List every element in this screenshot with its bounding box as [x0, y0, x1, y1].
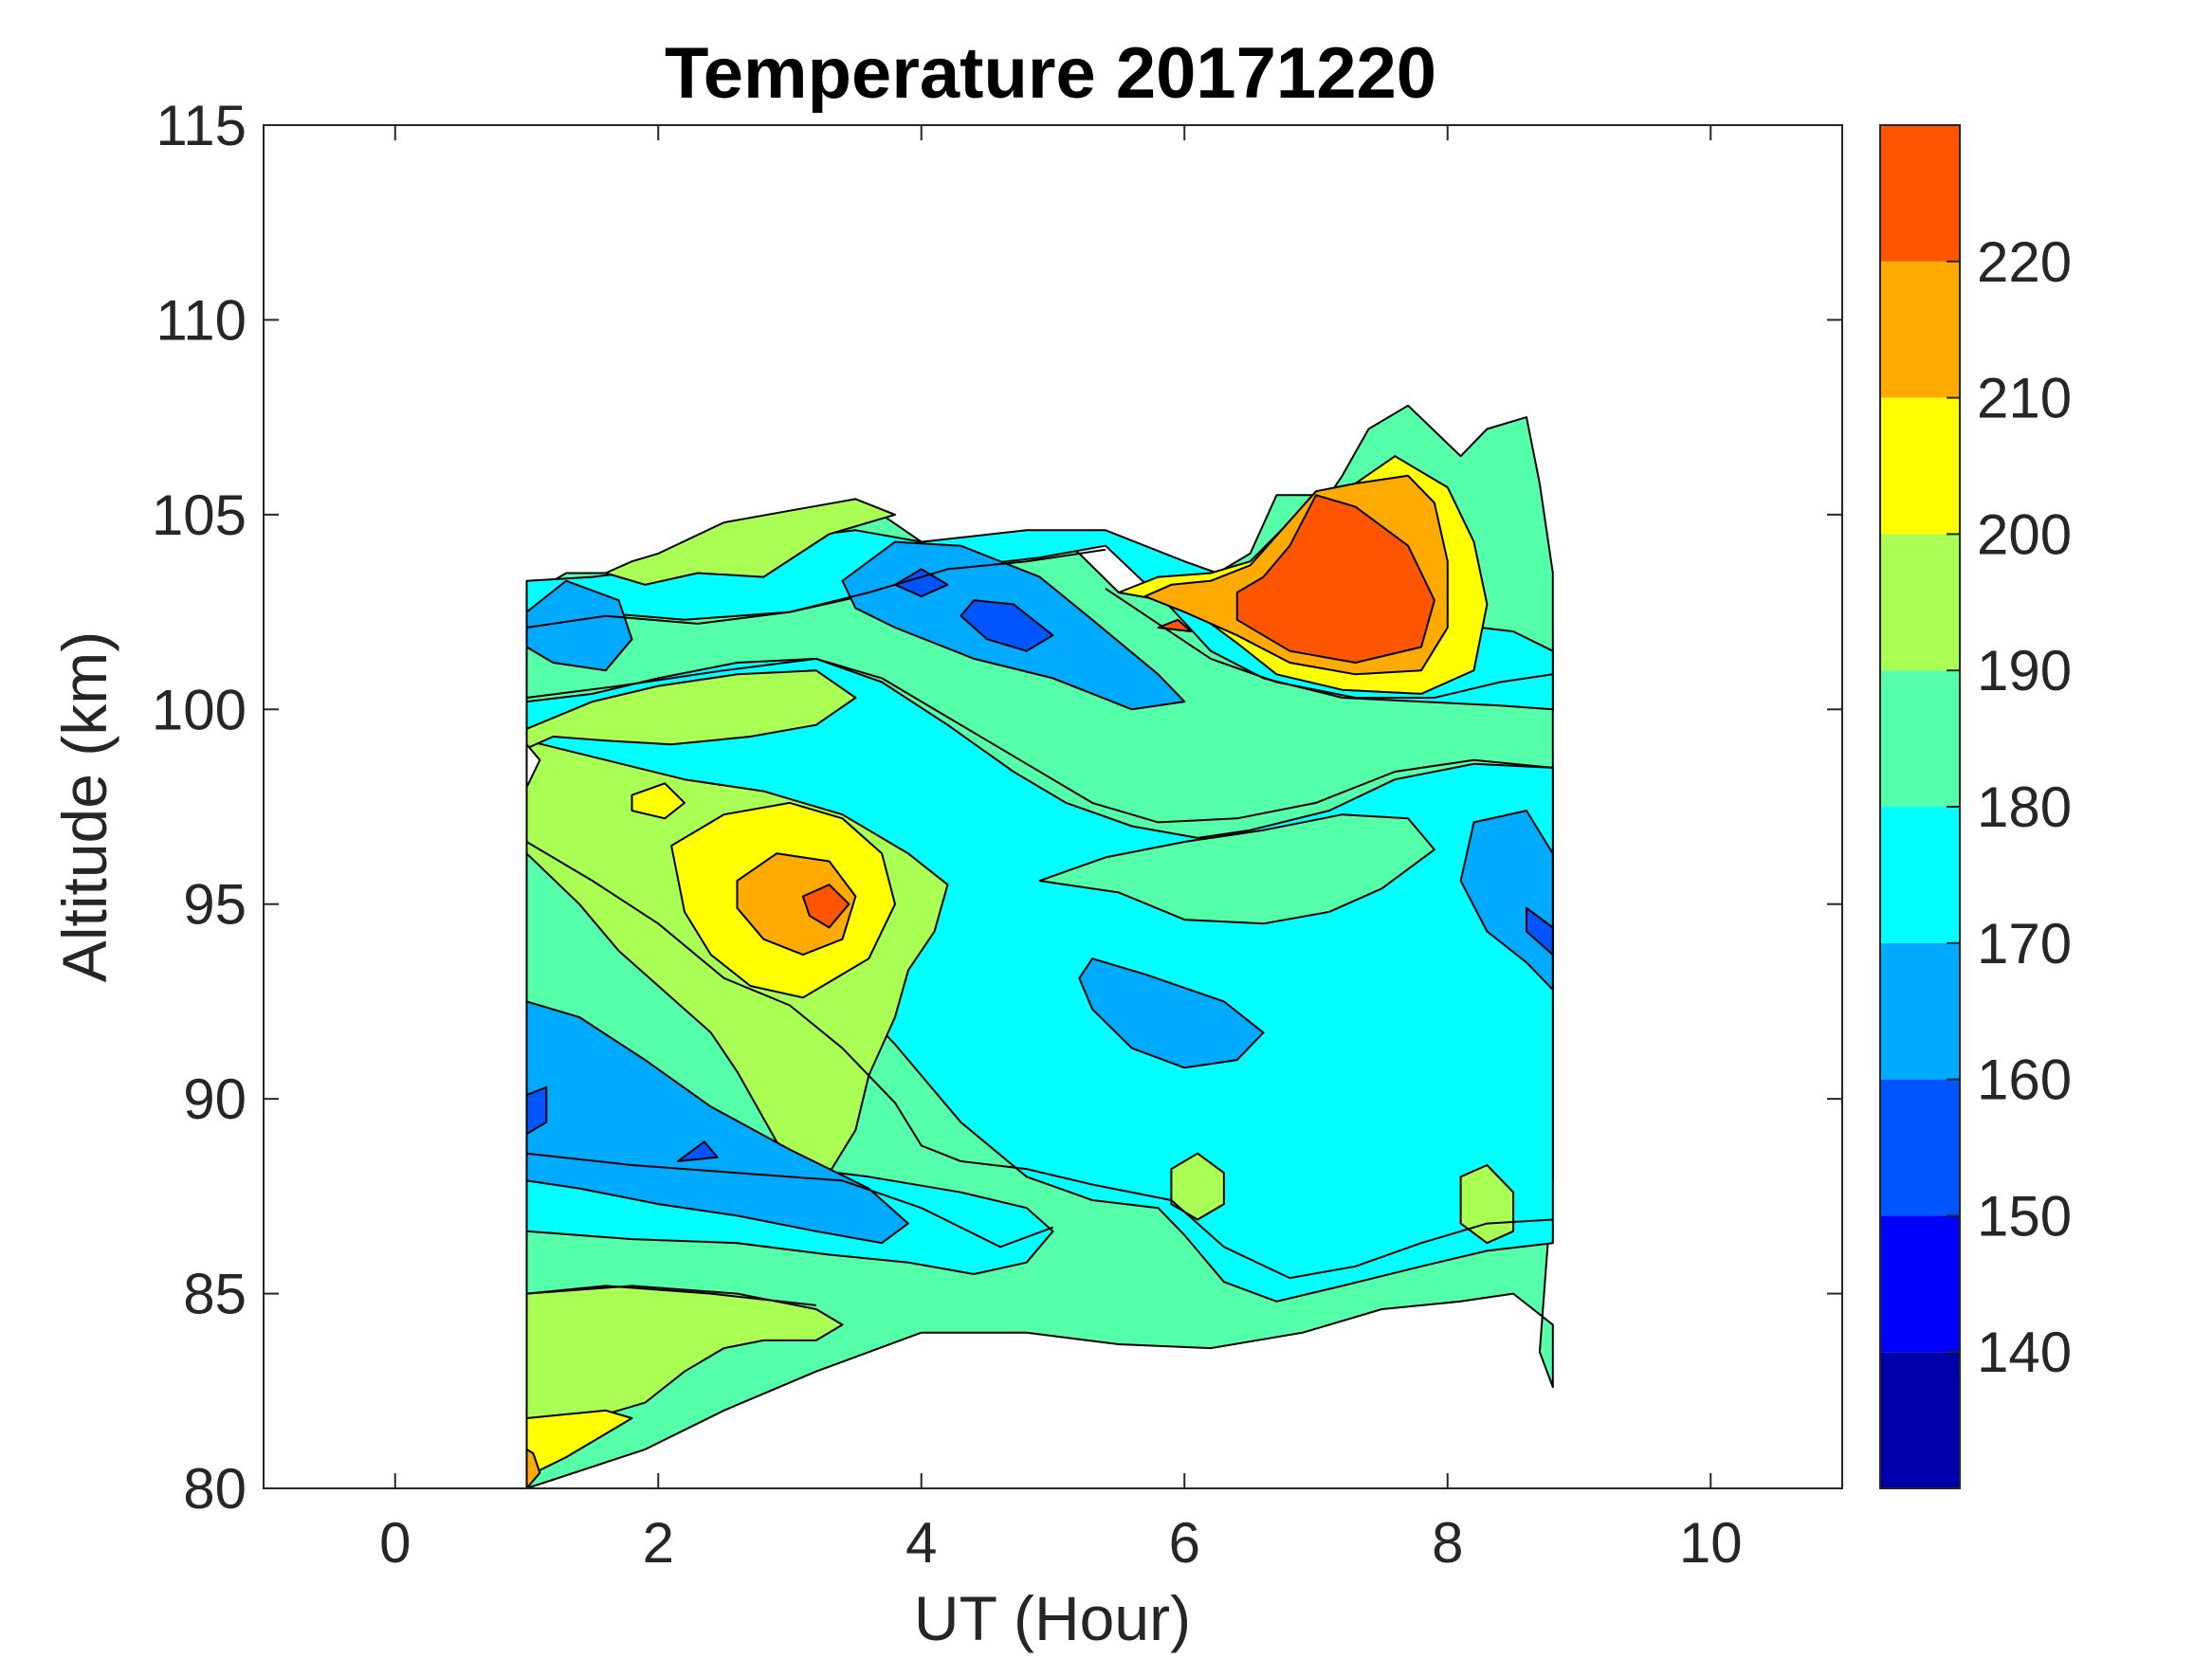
x-axis-label: UT (Hour) — [914, 1583, 1191, 1653]
region-deep-blue-right — [1526, 906, 1554, 957]
region-orange-blob — [736, 852, 857, 957]
colorbar-band — [1880, 670, 1960, 807]
y-axis: 80 85 90 95 100 105 110 115 — [152, 94, 1842, 1521]
contour-line-4 — [526, 548, 1106, 629]
x-tick-label: 4 — [905, 1511, 937, 1575]
y-tick-label: 80 — [183, 1457, 247, 1521]
contour-lines — [525, 548, 1553, 1306]
y-tick-label: 85 — [183, 1263, 247, 1326]
region-mid-green — [1038, 813, 1435, 925]
region-yellow-small — [631, 782, 686, 820]
contour-line-0 — [525, 841, 1553, 1280]
contour-line-5 — [1105, 588, 1553, 699]
plot-frame — [263, 124, 1843, 1489]
y-tick-label: 110 — [155, 288, 247, 352]
x-tick-label: 0 — [379, 1511, 411, 1575]
colorbar-tick-label: 200 — [1977, 502, 2072, 566]
region-deep-blue-upper — [894, 568, 949, 598]
contour-regions — [525, 404, 1554, 1489]
region-lime-mid-small — [1170, 1152, 1225, 1221]
colorbar-tick-label: 140 — [1977, 1321, 2072, 1384]
region-blue-lower — [525, 1000, 909, 1245]
colorbar-tick-label: 180 — [1977, 775, 2072, 839]
colorbar-tick-label: 150 — [1977, 1184, 2072, 1248]
region-lime-upper-left — [525, 669, 857, 750]
x-tick-label: 8 — [1432, 1511, 1463, 1575]
colorbar-band — [1880, 1215, 1960, 1353]
region-lower-yellow — [525, 1409, 633, 1478]
colorbar-band — [1880, 534, 1960, 671]
y-tick-label: 100 — [152, 678, 247, 741]
colorbar-band — [1880, 261, 1960, 398]
contour-line-1 — [526, 1152, 1053, 1249]
x-tick-label: 2 — [643, 1511, 674, 1575]
colorbar-band — [1880, 1352, 1960, 1488]
y-tick-label: 90 — [183, 1067, 247, 1131]
y-tick-label: 115 — [155, 94, 247, 157]
colorbar-tick-label: 190 — [1977, 639, 2072, 702]
colorbar: 140 150 160 170 180 190 200 210 220 — [1879, 124, 2072, 1489]
colorbar-tick-label: 160 — [1977, 1048, 2072, 1112]
region-deep-blue-lower — [525, 1085, 548, 1136]
region-red-core — [801, 884, 850, 929]
x-tick-label: 10 — [1679, 1511, 1743, 1575]
x-tick-label: 6 — [1169, 1511, 1200, 1575]
y-axis-label: Altitude (km) — [49, 631, 119, 982]
region-lime-top-left — [604, 498, 896, 586]
contour-line-2 — [526, 1285, 816, 1306]
colorbar-ticks: 140 150 160 170 180 190 200 210 220 — [1947, 230, 2072, 1384]
region-lower-orange — [525, 1448, 541, 1489]
region-white-left-notch — [525, 743, 541, 789]
y-tick-label: 105 — [152, 483, 247, 547]
region-lower-lime — [525, 1285, 844, 1450]
chart-title: Temperature 20171220 — [665, 33, 1436, 114]
colorbar-bands — [1880, 125, 1960, 1488]
contour-line-3 — [526, 657, 1553, 824]
region-blue-center — [1078, 957, 1265, 1069]
colorbar-tick-label: 170 — [1977, 912, 2072, 975]
colorbar-band — [1880, 125, 1960, 262]
colorbar-tick-label: 210 — [1977, 367, 2072, 430]
region-blue-upper-left — [525, 579, 633, 672]
region-deep-blue-small — [677, 1140, 719, 1162]
colorbar-band — [1880, 397, 1960, 535]
plot-area: 0 2 4 6 8 10 80 85 90 95 100 105 110 115 — [152, 94, 1843, 1575]
colorbar-band — [1880, 942, 1960, 1080]
region-red-top-small — [1157, 618, 1193, 633]
region-deep-blue-upper-2 — [960, 599, 1054, 652]
colorbar-tick-label: 220 — [1977, 230, 2072, 294]
x-axis: 0 2 4 6 8 10 — [379, 125, 1743, 1575]
region-blue-right — [1459, 810, 1554, 992]
colorbar-band — [1880, 807, 1960, 943]
y-tick-label: 95 — [183, 873, 247, 937]
region-red-top — [1235, 494, 1435, 664]
colorbar-band — [1880, 1079, 1960, 1216]
